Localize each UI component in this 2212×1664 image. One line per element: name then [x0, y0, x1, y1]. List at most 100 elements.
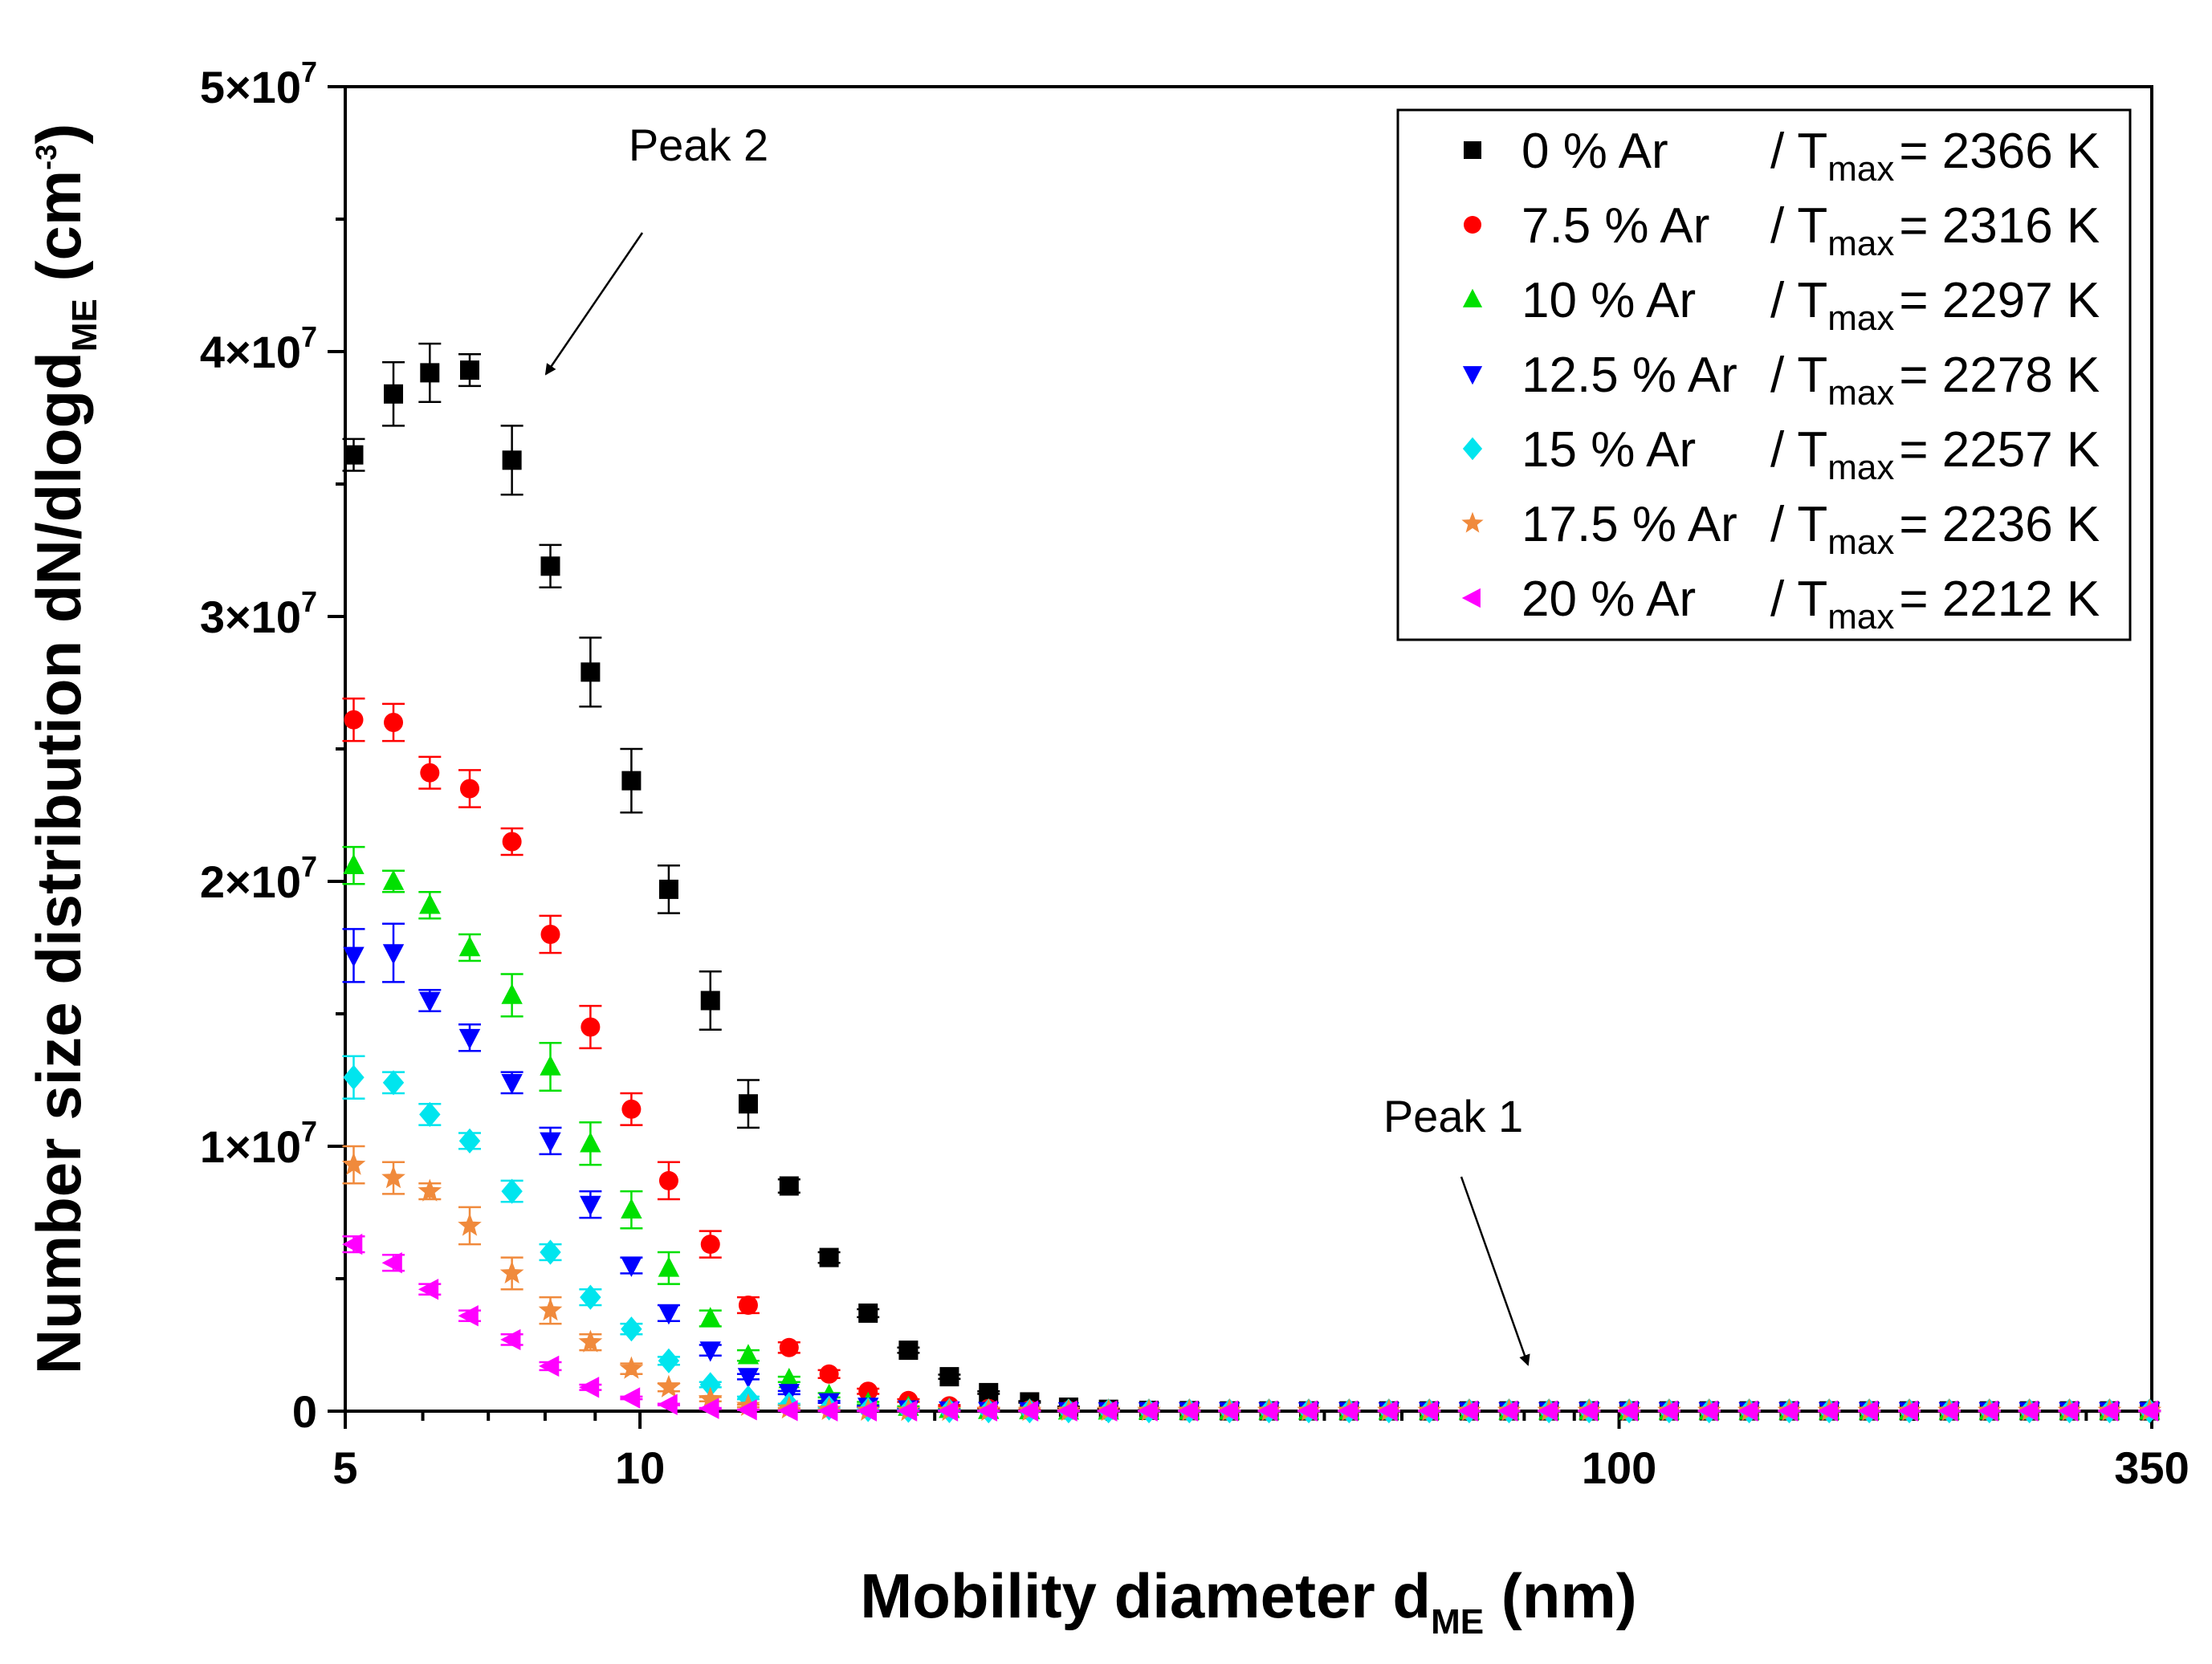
data-point [738, 1296, 758, 1315]
data-point [1737, 1400, 1758, 1422]
data-point [1257, 1400, 1278, 1422]
data-point [384, 713, 404, 732]
data-point [343, 946, 365, 967]
legend-series-name: 10 % Ar [1522, 273, 1696, 328]
data-point [580, 1132, 601, 1153]
x-tick-label: 5 [332, 1442, 357, 1493]
y-tick-label-base: 3×10 [200, 592, 301, 642]
y-axis-title-sub: ME [65, 299, 104, 352]
data-point [658, 1348, 680, 1373]
legend-tmax-sub: max [1827, 299, 1894, 338]
data-point [1057, 1400, 1077, 1422]
data-point [779, 1176, 799, 1196]
legend-tmax: / Tmax= 2297 K [1770, 273, 2100, 338]
y-tick-label-base: 0 [292, 1386, 317, 1437]
data-point [540, 925, 560, 944]
data-point [580, 662, 601, 682]
data-point [342, 1233, 363, 1255]
data-point [1097, 1400, 1118, 1422]
legend-tmax-value: = 2257 K [1899, 422, 2100, 478]
legend-entry: 17.5 % Ar / Tmax= 2236 K [1461, 497, 2100, 562]
data-point [418, 1279, 439, 1300]
series-15-ar [342, 1055, 2161, 1424]
y-tick-label-base: 4×10 [200, 327, 301, 377]
data-point [502, 832, 522, 852]
y-tick-label-base: 2×10 [200, 856, 301, 907]
data-point [540, 1132, 561, 1153]
legend-tmax: / Tmax= 2278 K [1770, 348, 2100, 413]
data-point [621, 1099, 642, 1119]
data-point [1537, 1400, 1558, 1422]
y-tick-label-exp: 7 [301, 1115, 317, 1148]
data-point [459, 360, 479, 380]
data-point [458, 1305, 479, 1327]
legend-tmax-prefix: / T [1770, 124, 1827, 179]
legend-tmax-prefix: / T [1770, 497, 1827, 552]
data-point [657, 1393, 678, 1415]
legend-tmax: / Tmax= 2257 K [1770, 422, 2100, 487]
data-series [341, 342, 2162, 1424]
x-tick-label: 100 [1582, 1442, 1656, 1493]
legend-marker [1464, 216, 1481, 234]
data-point [819, 1247, 839, 1267]
data-point [1337, 1400, 1359, 1422]
legend-entry: 15 % Ar / Tmax= 2257 K [1462, 422, 2100, 487]
data-point [621, 771, 642, 791]
data-point [819, 1364, 839, 1384]
legend-entry: 0 % Ar / Tmax= 2366 K [1464, 124, 2100, 189]
y-tick-label-exp: 7 [301, 320, 317, 353]
data-point [700, 991, 720, 1011]
legend-marker [1462, 366, 1483, 385]
data-point [419, 893, 441, 914]
data-point [344, 710, 364, 730]
data-point [381, 1166, 405, 1189]
x-axis-title-sub: ME [1431, 1602, 1484, 1642]
data-point [1817, 1400, 1839, 1422]
y-axis-title: Number size distribution dN/dlogdME (cm-… [23, 124, 104, 1374]
legend-tmax-value: = 2236 K [1899, 497, 2100, 552]
data-point [777, 1400, 798, 1422]
data-point [621, 1316, 642, 1342]
y-tick-label-exp: 7 [301, 850, 317, 883]
data-point [580, 1284, 601, 1310]
y-tick-label-exp: 7 [301, 55, 317, 88]
legend-tmax-sub: max [1827, 523, 1894, 562]
data-point [858, 1381, 878, 1402]
legend-series-name: 20 % Ar [1522, 572, 1696, 627]
y-tick-label: 0 [292, 1386, 317, 1437]
data-point [341, 1152, 366, 1175]
data-point [2137, 1400, 2159, 1422]
data-point [344, 445, 364, 465]
legend-series-name: 15 % Ar [1522, 422, 1696, 478]
annotation-peak-1: Peak 1 [1383, 1091, 1523, 1141]
legend-box [1396, 108, 2132, 641]
data-point [540, 1055, 561, 1076]
data-point [1577, 1400, 1599, 1422]
series-7-5-ar [342, 698, 2161, 1421]
data-point [382, 1070, 405, 1096]
legend: 0 % Ar / Tmax= 2366 K7.5 % Ar / Tmax= 2316… [1396, 108, 2132, 641]
data-point [898, 1341, 919, 1361]
y-tick-label: 4×107 [200, 320, 317, 377]
data-point [736, 1399, 757, 1421]
data-point [420, 763, 440, 783]
x-tick-label: 10 [615, 1442, 665, 1493]
legend-tmax-sub: max [1827, 597, 1894, 637]
legend-marker [1462, 437, 1483, 461]
data-point [1857, 1400, 1878, 1422]
data-point [538, 1298, 563, 1321]
y-tick-label: 3×107 [200, 585, 317, 642]
y-tick-label: 1×107 [200, 1115, 317, 1172]
data-point [1137, 1400, 1158, 1422]
data-point [459, 779, 479, 799]
data-point [699, 1372, 721, 1398]
data-point [1457, 1400, 1478, 1422]
legend-entry: 12.5 % Ar / Tmax= 2278 K [1462, 348, 2100, 413]
data-point [381, 1252, 402, 1274]
data-point [540, 1239, 561, 1265]
legend-tmax-prefix: / T [1770, 198, 1827, 254]
data-point [1657, 1400, 1678, 1422]
legend-marker [1464, 141, 1481, 159]
legend-series-name: 7.5 % Ar [1522, 198, 1709, 254]
